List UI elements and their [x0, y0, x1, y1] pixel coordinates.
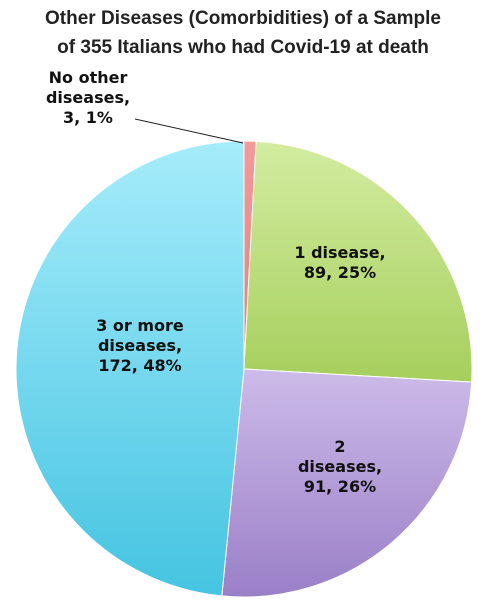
pie-slice-1-disease: [243, 140, 473, 383]
pie-label-3-or-more-diseases: 3 or more diseases, 172, 48%: [96, 316, 184, 375]
pie-labels: No other diseases, 3, 1%1 disease, 89, 25%2…: [46, 68, 386, 496]
pie-label-line: 89, 25%: [304, 263, 376, 282]
leader-line-no-other-diseases: [134, 118, 244, 144]
pie-label-line: 1 disease,: [294, 243, 385, 262]
pie-label-2-diseases: 2 diseases, 91, 26%: [298, 437, 382, 496]
pie-label-line: No other: [49, 68, 128, 87]
pie-label-line: diseases,: [298, 457, 382, 476]
pie-slice-3-or-more-diseases: [15, 140, 245, 597]
pie-label-no-other-diseases: No other diseases, 3, 1%: [46, 68, 130, 127]
pie-label-1-disease: 1 disease, 89, 25%: [294, 243, 385, 282]
pie-label-line: 3 or more: [96, 316, 184, 335]
chart-title-line-2: of 355 Italians who had Covid-19 at deat…: [57, 37, 429, 58]
chart-title: Other Diseases (Comorbidities) of a Samp…: [0, 4, 486, 62]
pie-slice-2-diseases: [221, 368, 473, 598]
pie-label-line: 91, 26%: [304, 477, 376, 496]
pie-label-line: diseases,: [46, 88, 130, 107]
pie-label-line: diseases,: [98, 336, 182, 355]
pie-slices: [15, 140, 473, 598]
pie-label-line: 2: [334, 437, 345, 456]
chart-title-line-1: Other Diseases (Comorbidities) of a Samp…: [45, 8, 441, 29]
pie-label-line: 172, 48%: [98, 356, 181, 375]
pie-label-line: 3, 1%: [63, 108, 113, 127]
